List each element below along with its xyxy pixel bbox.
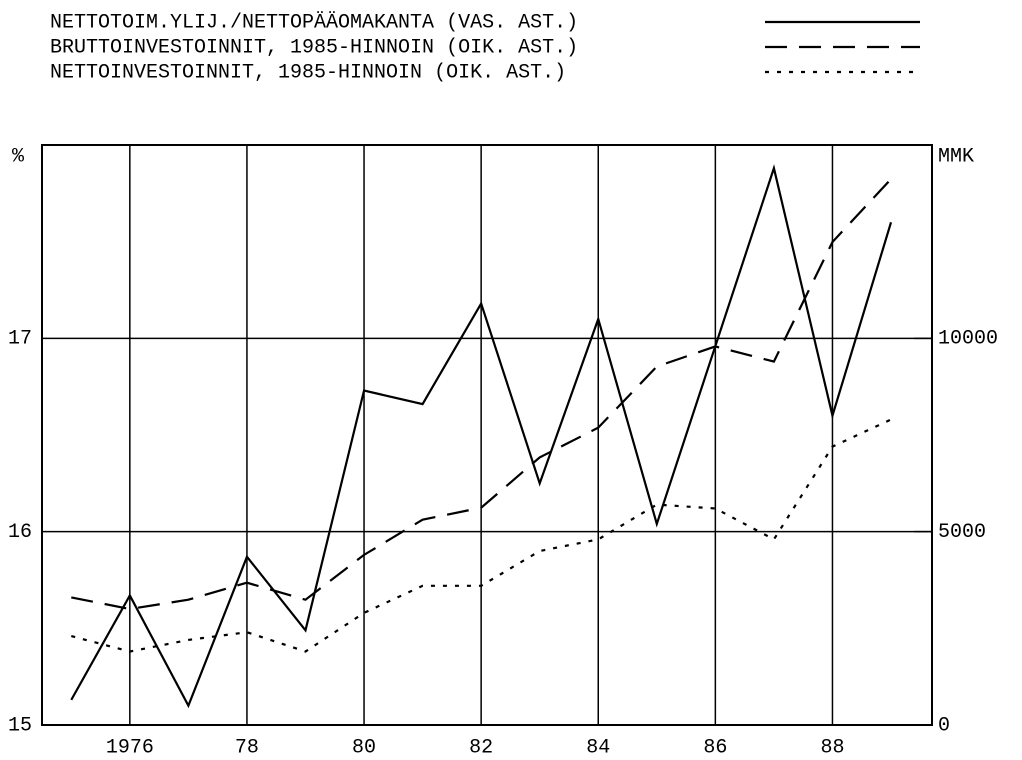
legend-label: NETTOTOIM.YLIJ./NETTOPÄÄOMAKANTA (VAS. A… <box>50 11 578 34</box>
x-tick-label: 86 <box>703 736 727 759</box>
legend-label: BRUTTOINVESTOINNIT, 1985-HINNOIN (OIK. A… <box>50 36 578 59</box>
y2-tick-label: 5000 <box>938 521 986 544</box>
x-tick-label: 80 <box>352 736 376 759</box>
series-line <box>70 164 893 709</box>
y2-axis-label: MMK <box>938 145 974 168</box>
y-axis-label: % <box>12 145 25 168</box>
legend-label: NETTOINVESTOINNIT, 1985-HINNOIN (OIK. AS… <box>50 61 566 84</box>
y2-tick-label: 10000 <box>938 328 998 351</box>
x-tick-label: 84 <box>586 736 610 759</box>
y-tick-label: 16 <box>8 521 32 544</box>
y-tick-label: 17 <box>8 328 32 351</box>
x-tick-label: 78 <box>235 736 259 759</box>
plot-frame <box>41 144 933 726</box>
x-tick-label: 82 <box>469 736 493 759</box>
series-line <box>71 178 892 611</box>
y2-tick-label: 0 <box>938 714 950 737</box>
series-line <box>70 418 892 653</box>
x-tick-label: 88 <box>820 736 844 759</box>
x-tick-label: 1976 <box>106 736 154 759</box>
y-tick-label: 15 <box>8 714 32 737</box>
